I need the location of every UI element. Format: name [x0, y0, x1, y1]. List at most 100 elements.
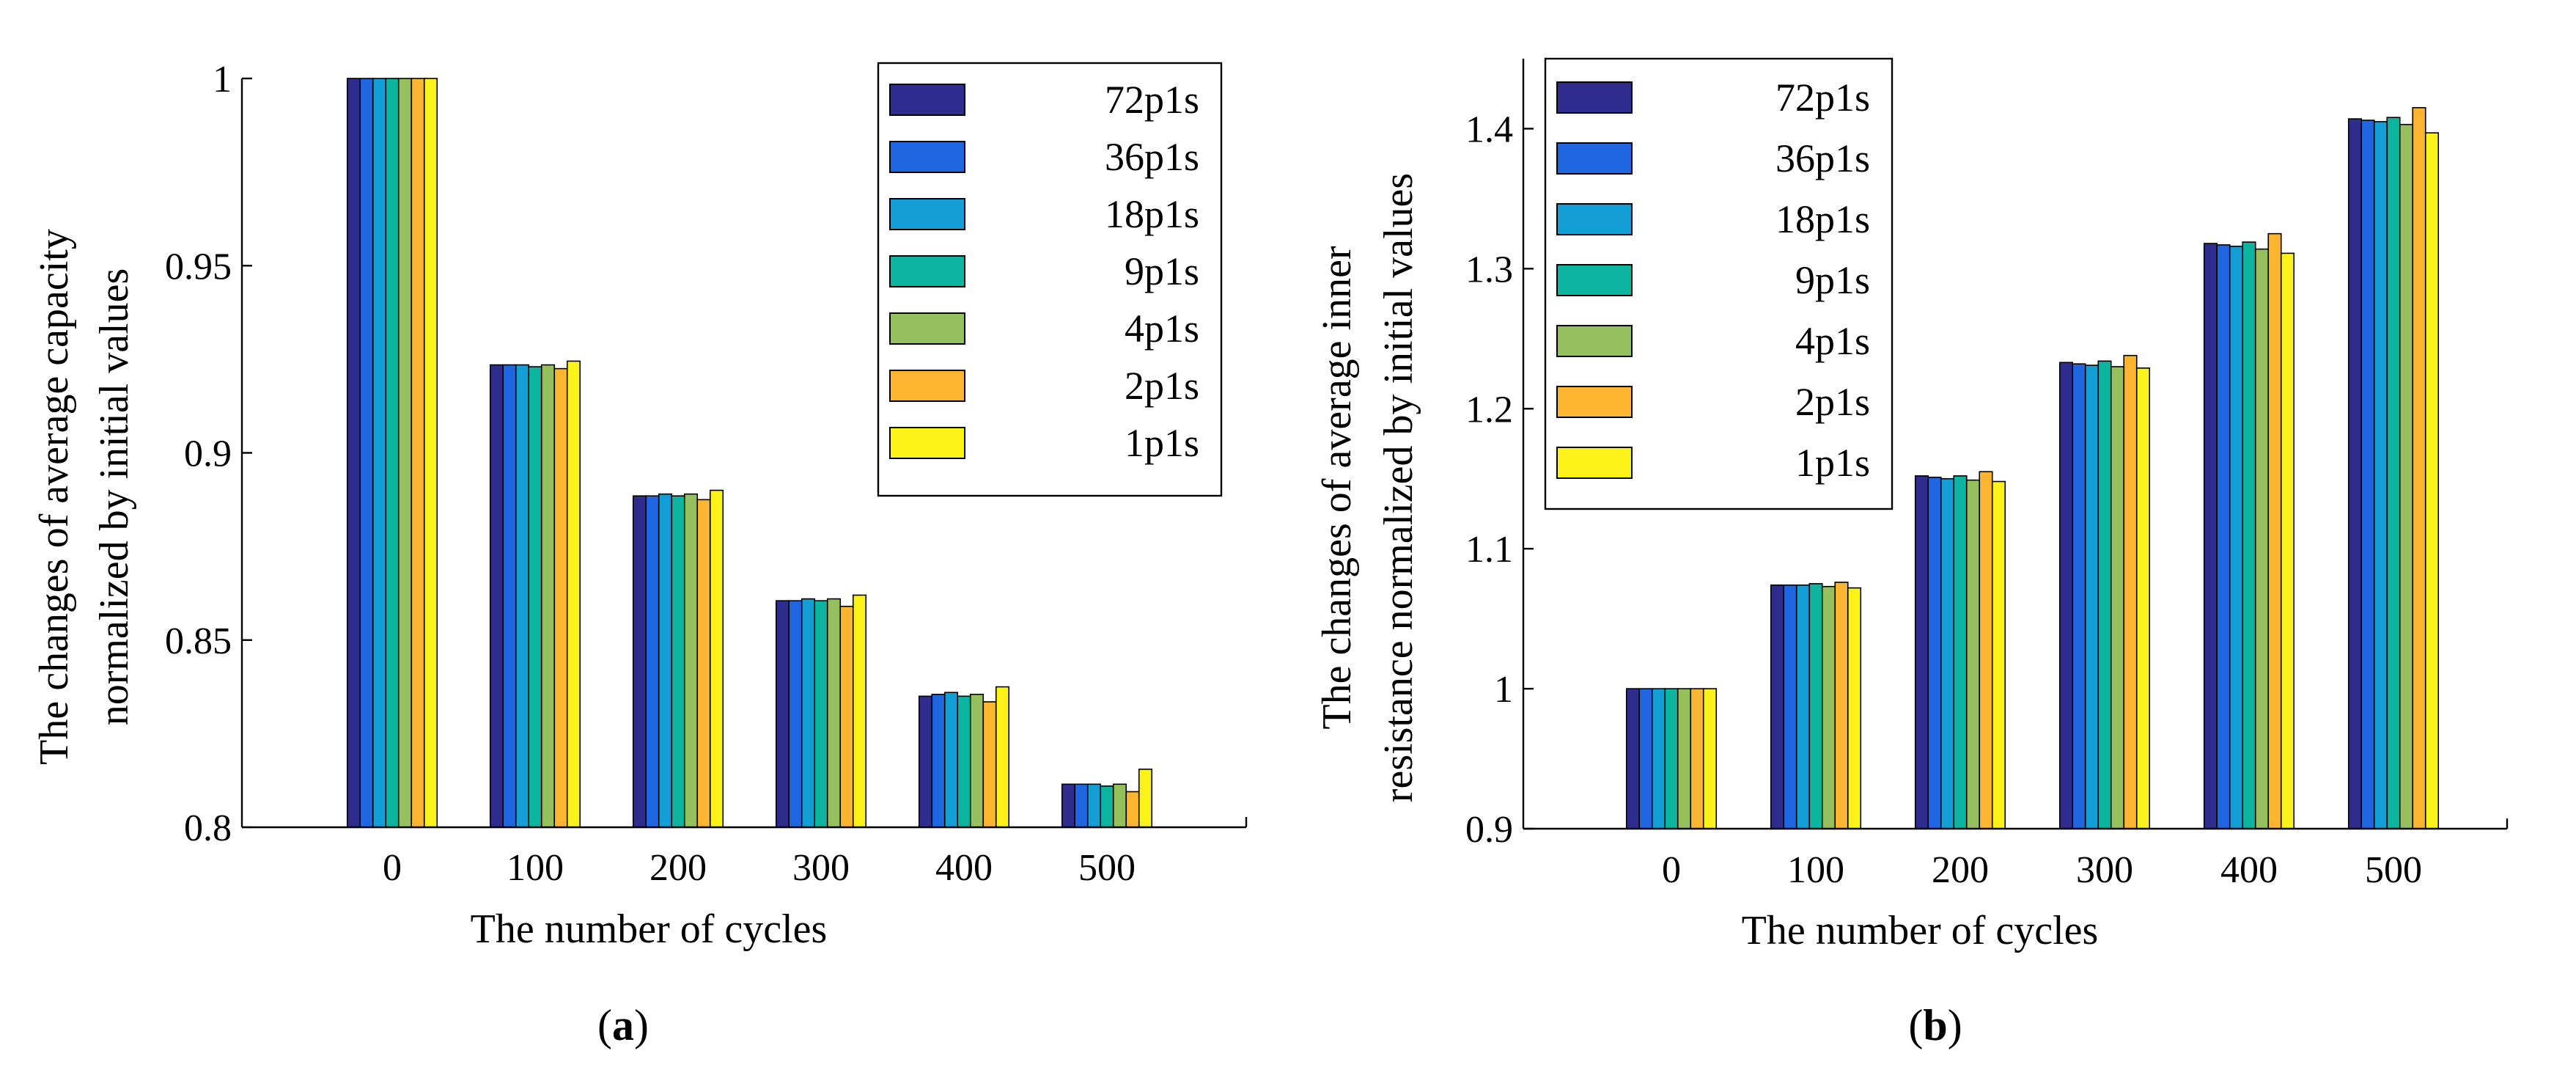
bar-4p1s-0	[397, 78, 413, 828]
x-tick-label-0: 0	[1662, 849, 1681, 891]
x-tick-label-300: 300	[792, 847, 850, 889]
bar-9p1s-300	[2097, 360, 2112, 829]
bar-4p1s-200	[683, 493, 699, 828]
x-tick-label-400: 400	[2220, 849, 2278, 891]
bar-1p1s-300	[852, 594, 867, 828]
bar-4p1s-0	[1677, 688, 1692, 829]
panel-label: (a)	[597, 1001, 649, 1049]
bar-72p1s-400	[918, 695, 933, 828]
y-tick-label-1.3: 1.3	[1465, 249, 1513, 290]
bar-18p1s-500	[1086, 783, 1102, 828]
bar-36p1s-100	[502, 364, 517, 828]
bar-1p1s-0	[1702, 688, 1718, 829]
bar-72p1s-300	[2058, 362, 2074, 829]
bar-2p1s-100	[553, 367, 568, 828]
legend-swatch-1p1s	[889, 427, 965, 459]
bar-72p1s-100	[489, 364, 504, 828]
x-tick-label-100: 100	[507, 847, 564, 889]
bar-18p1s-200	[1940, 477, 1955, 829]
bar-4p1s-300	[826, 598, 842, 828]
x-axis-title: The number of cycles	[471, 906, 828, 952]
chart-panel-b: 0 100 200 300 400 500 0.9 1 1.1 1.2 1.3 1.4 The numb…	[1314, 57, 2509, 1049]
bar-18p1s-0	[1651, 688, 1666, 829]
bar-36p1s-0	[359, 78, 374, 828]
legend-label-4p1s: 4p1s	[1125, 307, 1199, 351]
y-tick-label-0.95: 0.95	[165, 246, 232, 287]
bar-9p1s-200	[1953, 475, 1968, 829]
bar-72p1s-400	[2203, 243, 2218, 829]
bar-9p1s-500	[1100, 785, 1114, 828]
bar-18p1s-0	[372, 78, 387, 828]
legend-label-9p1s: 9p1s	[1795, 258, 1870, 302]
bar-4p1s-400	[969, 693, 985, 828]
legend-label-72p1s: 72p1s	[1105, 78, 1199, 122]
bar-4p1s-100	[540, 364, 556, 828]
bar-36p1s-0	[1638, 688, 1653, 829]
bar-72p1s-0	[346, 78, 361, 828]
bar-9p1s-0	[385, 78, 400, 828]
bar-9p1s-400	[2242, 241, 2256, 829]
legend-label-18p1s: 18p1s	[1775, 197, 1870, 241]
x-tick-label-500: 500	[1078, 847, 1136, 889]
bar-72p1s-200	[1914, 475, 1929, 829]
bar-2p1s-200	[696, 499, 711, 828]
x-tick-label-500: 500	[2365, 849, 2422, 891]
legend-swatch-18p1s	[889, 198, 965, 230]
bar-18p1s-300	[2084, 364, 2100, 829]
bar-36p1s-500	[1074, 783, 1089, 828]
bar-36p1s-200	[1927, 477, 1942, 829]
bar-36p1s-400	[2216, 244, 2231, 829]
y-axis-title-line2: resistance normalized by initial values	[1376, 173, 1421, 802]
bar-18p1s-400	[943, 692, 959, 828]
bar-4p1s-500	[1112, 783, 1127, 828]
y-tick-label-0.9: 0.9	[184, 433, 232, 475]
bar-4p1s-300	[2110, 366, 2125, 829]
bar-1p1s-200	[709, 489, 724, 828]
bar-9p1s-500	[2386, 117, 2401, 829]
bar-4p1s-100	[1821, 585, 1836, 829]
bar-36p1s-300	[788, 600, 803, 828]
bar-2p1s-300	[2123, 354, 2138, 829]
legend-label-2p1s: 2p1s	[1125, 364, 1199, 408]
legend: 72p1s 36p1s 18p1s 9p1s 4p1s 2p1s 1p1s	[1544, 57, 1894, 510]
bar-4p1s-500	[2399, 123, 2414, 829]
bar-72p1s-0	[1625, 688, 1641, 829]
y-tick-label-1: 1	[1494, 669, 1513, 711]
x-tick-label-200: 200	[649, 847, 707, 889]
bar-18p1s-400	[2229, 246, 2244, 829]
bar-18p1s-100	[1795, 585, 1811, 829]
y-axis-title-line2: normalized by initial values	[92, 268, 137, 726]
bar-72p1s-300	[775, 600, 790, 828]
legend-label-9p1s: 9p1s	[1125, 249, 1199, 293]
y-tick-label-1.2: 1.2	[1465, 389, 1513, 430]
legend-label-18p1s: 18p1s	[1105, 192, 1199, 236]
bar-9p1s-100	[528, 366, 542, 828]
bar-2p1s-500	[2412, 107, 2426, 829]
bar-1p1s-200	[1991, 480, 2006, 829]
bar-1p1s-0	[423, 78, 438, 828]
bar-72p1s-500	[1061, 783, 1076, 828]
bar-18p1s-500	[2373, 121, 2388, 829]
bar-4p1s-200	[1965, 479, 1981, 829]
legend-swatch-1p1s	[1556, 447, 1633, 479]
legend-swatch-4p1s	[889, 312, 965, 345]
x-axis-title: The number of cycles	[1742, 908, 2099, 953]
bar-9p1s-0	[1664, 688, 1679, 829]
legend-swatch-36p1s	[1556, 142, 1633, 175]
y-tick-label-0.8: 0.8	[184, 807, 232, 849]
bar-2p1s-300	[839, 606, 854, 828]
bar-2p1s-0	[411, 78, 425, 828]
legend-label-36p1s: 36p1s	[1105, 135, 1199, 179]
bar-2p1s-500	[1125, 791, 1140, 828]
x-tick-label-200: 200	[1932, 849, 1989, 891]
legend-swatch-72p1s	[889, 84, 965, 116]
y-tick-label-1.4: 1.4	[1465, 109, 1513, 150]
bar-9p1s-100	[1808, 583, 1823, 829]
panel-letter: a	[612, 1001, 634, 1049]
chart-panel-a: 0 100 200 300 400 500 0.8 0.85 0.9 0.95 1 The numbe…	[32, 59, 1248, 1049]
x-tick-label-300: 300	[2076, 849, 2133, 891]
y-axis-title-line1: The changes of average capacity	[32, 229, 77, 765]
x-tick-label-0: 0	[383, 847, 402, 889]
bar-36p1s-200	[645, 495, 660, 828]
